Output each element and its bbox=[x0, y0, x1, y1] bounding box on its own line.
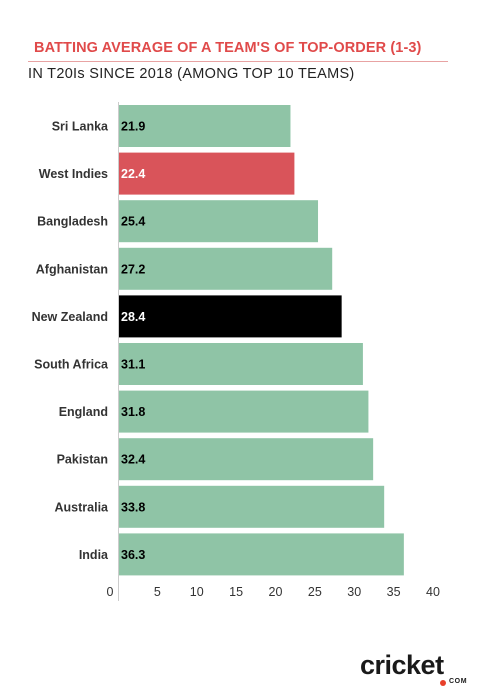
chart-subtitle: IN T20Is SINCE 2018 (AMONG TOP 10 TEAMS) bbox=[28, 66, 355, 82]
category-label: New Zealand bbox=[32, 310, 108, 324]
x-tick-label: 15 bbox=[229, 585, 243, 599]
x-tick-label: 25 bbox=[308, 585, 322, 599]
cricket-com-logo: cricket COM bbox=[360, 650, 472, 694]
x-tick-label: 40 bbox=[426, 585, 440, 599]
bar-sri-lanka bbox=[118, 105, 291, 147]
data-label: 27.2 bbox=[121, 262, 145, 276]
category-label: Pakistan bbox=[57, 453, 108, 467]
bar-chart: Sri Lanka 21.9 West Indies 22.4 Bangladesh 25… bbox=[32, 102, 440, 601]
x-tick-label: 35 bbox=[387, 585, 401, 599]
bar-england bbox=[118, 390, 369, 433]
x-tick-label: 5 bbox=[154, 585, 161, 599]
data-label: 36.3 bbox=[121, 548, 145, 562]
logo-wordmark: cricket bbox=[360, 650, 444, 680]
data-label: 25.4 bbox=[121, 215, 145, 229]
bar-afghanistan bbox=[118, 247, 333, 290]
bar-australia bbox=[118, 485, 385, 528]
category-label: India bbox=[79, 548, 109, 562]
category-label: Bangladesh bbox=[37, 215, 108, 229]
data-label: 32.4 bbox=[121, 453, 145, 467]
category-label: Sri Lanka bbox=[52, 120, 109, 134]
x-tick-label: 20 bbox=[269, 585, 283, 599]
chart-title: BATTING AVERAGE OF A TEAM'S OF TOP-ORDER… bbox=[34, 40, 422, 56]
title-divider bbox=[28, 61, 448, 62]
x-tick-label: 0 bbox=[107, 585, 114, 599]
category-label: England bbox=[59, 405, 108, 419]
data-label: 33.8 bbox=[121, 500, 145, 514]
data-label: 31.8 bbox=[121, 405, 145, 419]
category-label: Afghanistan bbox=[36, 262, 108, 276]
x-tick-label: 10 bbox=[190, 585, 204, 599]
category-label: Australia bbox=[55, 500, 110, 514]
bar-south-africa bbox=[118, 343, 363, 385]
data-label: 21.9 bbox=[121, 120, 145, 134]
bar-west-indies bbox=[118, 152, 295, 195]
x-tick-label: 30 bbox=[347, 585, 361, 599]
category-label: West Indies bbox=[39, 167, 108, 181]
bar-pakistan bbox=[118, 438, 374, 481]
bar-india bbox=[118, 533, 404, 576]
logo-dot-icon bbox=[440, 680, 446, 686]
data-label: 28.4 bbox=[121, 310, 145, 324]
bar-new-zealand bbox=[118, 295, 342, 338]
data-label: 22.4 bbox=[121, 167, 145, 181]
data-label: 31.1 bbox=[121, 358, 145, 372]
category-label: South Africa bbox=[34, 358, 109, 372]
bar-bangladesh bbox=[118, 200, 319, 243]
logo-suffix: COM bbox=[449, 678, 468, 685]
